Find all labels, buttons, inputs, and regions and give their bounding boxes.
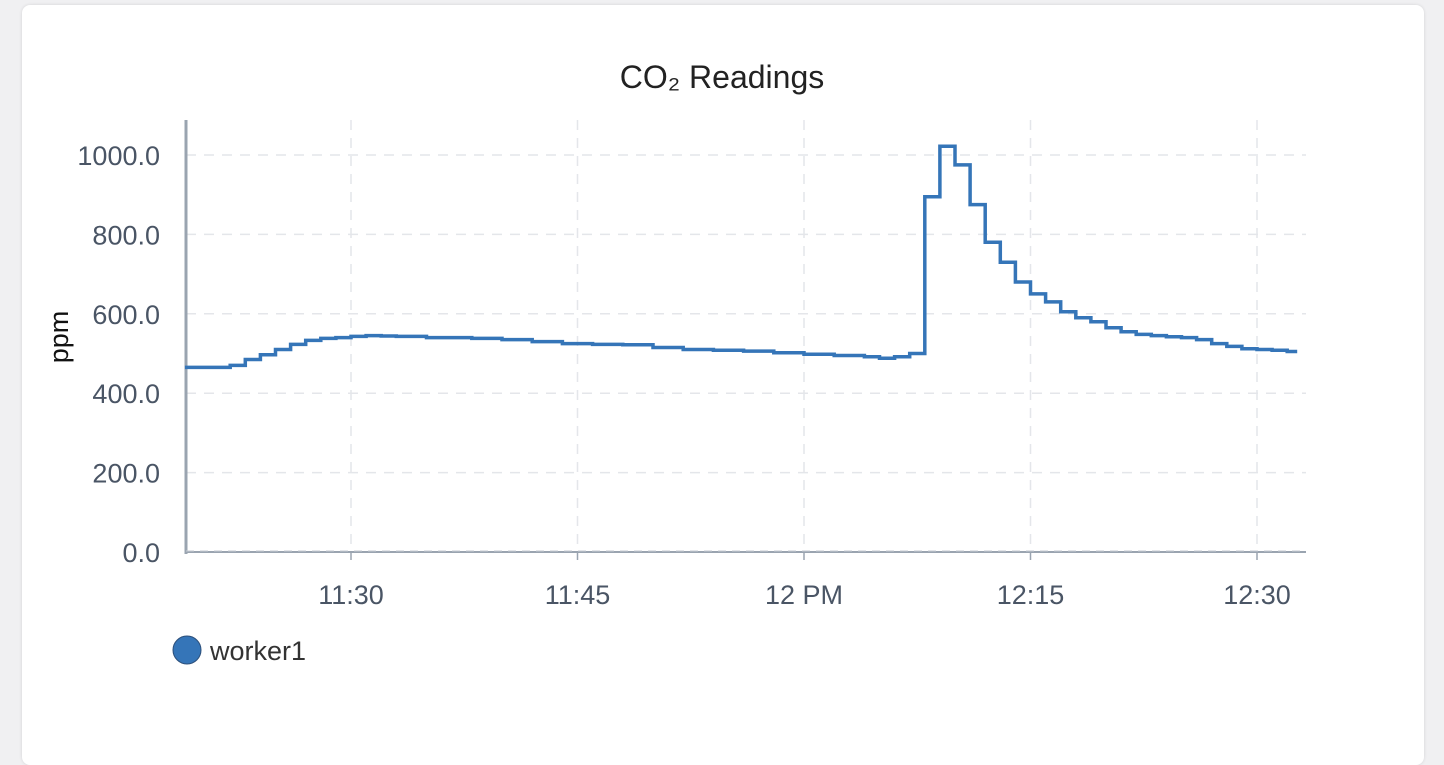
axes: 0.0 200.0 400.0 600.0 800.0 1000.0 11:30 11:45 1… [77, 120, 1306, 610]
x-tick-label: 12:30 [1223, 580, 1291, 610]
y-tick-label: 800.0 [92, 220, 160, 250]
legend-marker [172, 635, 202, 665]
legend[interactable]: worker1 [172, 635, 306, 666]
y-axis-title: ppm [44, 311, 74, 364]
y-tick-label: 400.0 [92, 379, 160, 409]
legend-label: worker1 [209, 636, 306, 666]
y-tick-label: 600.0 [92, 300, 160, 330]
chart-card [22, 5, 1424, 765]
series-line-worker1 [184, 144, 1298, 370]
x-tick-label: 12:15 [997, 580, 1065, 610]
y-tick-label: 1000.0 [77, 141, 160, 171]
chart-title: CO₂ Readings [620, 59, 825, 95]
y-tick-label: 200.0 [92, 459, 160, 489]
x-tick-label: 12 PM [765, 580, 843, 610]
series [184, 144, 1298, 370]
x-tick-label: 11:30 [318, 580, 384, 610]
y-tick-label: 0.0 [122, 538, 160, 568]
x-tick-label: 11:45 [545, 580, 611, 610]
